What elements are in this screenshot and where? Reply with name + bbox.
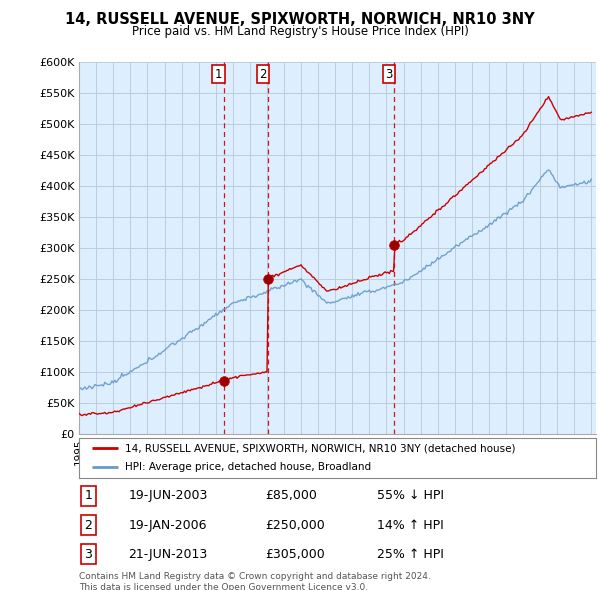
Text: 19-JUN-2003: 19-JUN-2003 [128, 489, 208, 503]
Text: £305,000: £305,000 [265, 548, 325, 561]
Text: 14, RUSSELL AVENUE, SPIXWORTH, NORWICH, NR10 3NY: 14, RUSSELL AVENUE, SPIXWORTH, NORWICH, … [65, 12, 535, 27]
Text: 1: 1 [215, 67, 222, 80]
Text: 1: 1 [85, 489, 92, 503]
Text: 3: 3 [386, 67, 393, 80]
Text: 19-JAN-2006: 19-JAN-2006 [128, 519, 207, 532]
Text: Price paid vs. HM Land Registry's House Price Index (HPI): Price paid vs. HM Land Registry's House … [131, 25, 469, 38]
Text: £250,000: £250,000 [265, 519, 325, 532]
Text: 21-JUN-2013: 21-JUN-2013 [128, 548, 208, 561]
Text: 55% ↓ HPI: 55% ↓ HPI [377, 489, 443, 503]
Text: 25% ↑ HPI: 25% ↑ HPI [377, 548, 443, 561]
Text: 3: 3 [85, 548, 92, 561]
Text: £85,000: £85,000 [265, 489, 317, 503]
Text: 2: 2 [259, 67, 266, 80]
Text: 14, RUSSELL AVENUE, SPIXWORTH, NORWICH, NR10 3NY (detached house): 14, RUSSELL AVENUE, SPIXWORTH, NORWICH, … [125, 443, 515, 453]
Text: 14% ↑ HPI: 14% ↑ HPI [377, 519, 443, 532]
Text: 2: 2 [85, 519, 92, 532]
Text: HPI: Average price, detached house, Broadland: HPI: Average price, detached house, Broa… [125, 463, 371, 473]
Text: Contains HM Land Registry data © Crown copyright and database right 2024.
This d: Contains HM Land Registry data © Crown c… [79, 572, 431, 590]
